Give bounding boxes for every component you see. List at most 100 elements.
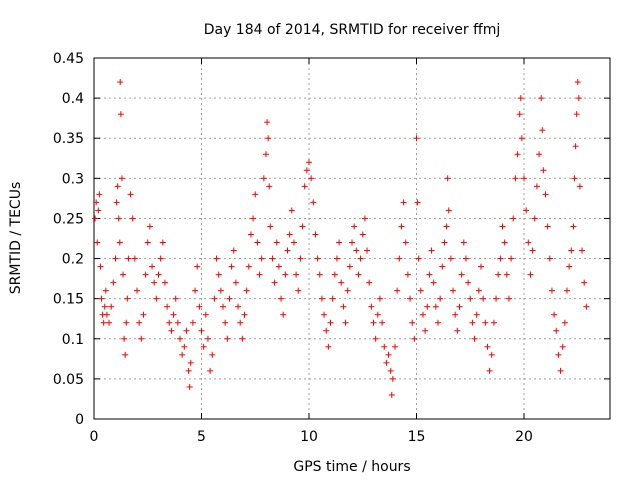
data-point [396,255,403,262]
data-point [142,271,149,278]
data-point [518,135,525,142]
data-point [280,311,287,318]
data-point [462,255,469,262]
data-point [414,199,421,206]
data-point [120,271,127,278]
y-tick-label: 0.05 [53,372,84,388]
x-axis-label: GPS time / hours [293,459,410,475]
data-point [318,295,325,302]
data-point [306,159,312,166]
data-point [359,231,366,238]
data-point [316,271,323,278]
data-point [159,239,166,246]
data-point [117,79,124,86]
data-point [118,175,125,182]
data-point [531,215,538,222]
x-tick-label: 20 [515,429,533,445]
data-point [404,271,411,278]
data-point [108,303,115,310]
data-point [187,359,194,366]
data-point [179,351,186,358]
data-point [273,239,280,246]
data-point [267,223,274,230]
data-point [583,303,590,310]
data-point [295,287,302,294]
data-point [153,295,160,302]
data-point [112,255,119,262]
data-point [574,79,581,86]
data-point [398,223,405,230]
data-point [342,319,349,326]
y-tick-label: 0.25 [53,211,84,227]
data-point [95,207,102,214]
data-point [372,335,379,342]
data-point [561,319,568,326]
data-point [376,295,383,302]
data-point [445,207,452,214]
data-point [419,311,426,318]
data-point [127,191,134,198]
data-point [571,175,578,182]
data-point [256,271,263,278]
data-point [282,271,289,278]
data-point [497,255,504,262]
data-point [368,303,375,310]
data-point [512,175,519,182]
data-point [245,263,252,270]
data-point [211,295,218,302]
data-point [235,303,242,310]
data-point [546,255,553,262]
data-point [443,223,450,230]
data-point [102,287,109,294]
data-point [573,111,580,118]
data-point [516,111,523,118]
data-points [92,79,590,398]
x-tick-label: 15 [408,429,426,445]
data-point [243,287,250,294]
data-point [198,327,205,334]
data-point [151,279,158,286]
data-point [542,191,549,198]
data-point [388,391,395,398]
data-point [353,247,360,254]
data-point [460,239,467,246]
data-point [411,335,418,342]
data-point [170,311,177,318]
data-point [370,319,377,326]
data-point [138,335,145,342]
data-point [136,319,143,326]
data-point [499,223,506,230]
data-point [357,255,364,262]
data-point [480,295,487,302]
data-point [140,311,147,318]
data-point [473,311,480,318]
data-point [409,319,416,326]
data-point [361,215,368,222]
data-point [155,271,162,278]
data-point [166,319,173,326]
data-point [338,279,345,286]
data-point [101,303,108,310]
chart-title: Day 184 of 2014, SRMTID for receiver ffm… [204,22,501,38]
data-point [517,95,524,102]
data-point [299,223,306,230]
data-point [581,279,588,286]
data-point [488,351,495,358]
data-point [570,223,577,230]
data-point [290,239,297,246]
data-point [164,303,171,310]
data-point [465,279,472,286]
data-point [383,359,390,366]
data-point [185,367,192,374]
data-point [559,343,566,350]
data-point [131,255,138,262]
data-point [325,343,332,350]
data-point [430,279,437,286]
data-point [555,351,562,358]
data-point [575,95,582,102]
y-tick-label: 0.4 [62,91,84,107]
data-point [269,255,276,262]
data-point [237,319,244,326]
data-point [117,111,124,118]
data-point [527,271,534,278]
